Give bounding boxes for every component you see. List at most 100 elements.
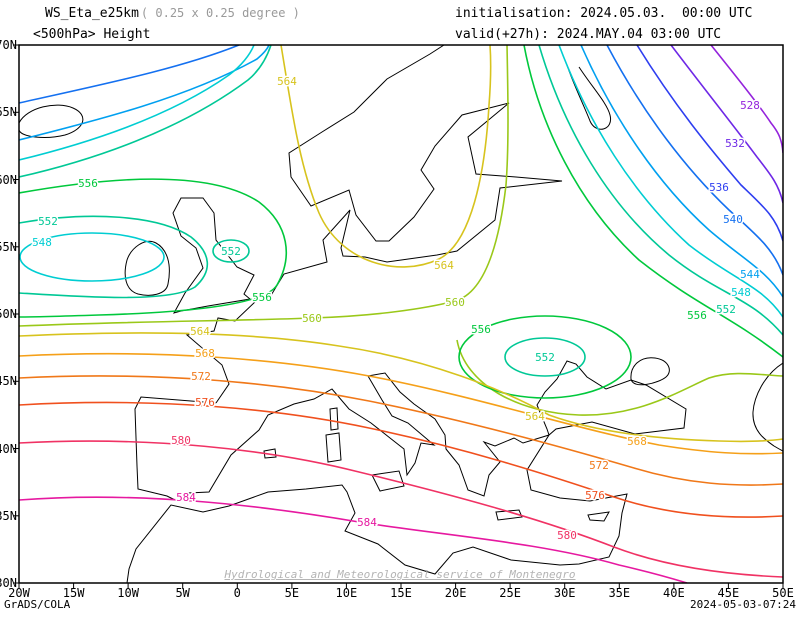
contour-556-atlantic [19, 178, 288, 318]
contour-label: 568 [627, 435, 647, 448]
coastline-ireland [124, 240, 170, 296]
x-tick-label: 35E [608, 586, 631, 600]
contour-548-atlantic-low [19, 232, 165, 282]
contour-label: 564 [190, 325, 210, 338]
contour-label: 564 [525, 410, 545, 423]
x-tick-label: 50E [772, 586, 794, 600]
x-tick-label: 45E [717, 586, 740, 600]
contour-540-east [606, 45, 783, 276]
contour-label: 580 [171, 434, 191, 447]
x-tick-label: 15E [390, 586, 412, 600]
y-tick-label: 55N [0, 239, 17, 254]
contour-label: 584 [176, 491, 196, 504]
contour-528-east [710, 45, 783, 154]
contour-580 [19, 440, 783, 578]
y-tick-label: 50N [0, 307, 17, 321]
y-axis-ticks [13, 44, 19, 584]
contour-label: 552 [38, 215, 58, 228]
contour-532-east [670, 45, 783, 204]
y-tick-label: 60N [0, 172, 17, 187]
contour-label: 564 [434, 259, 454, 272]
contour-label: 548 [32, 236, 52, 249]
contour-label: 572 [191, 370, 211, 383]
contour-556-blacksea [458, 315, 632, 399]
contour-label: 536 [709, 181, 729, 194]
contour-label: 556 [687, 309, 707, 322]
x-tick-label: 40E [663, 586, 685, 600]
init-time-label: initialisation: 2024.05.03. 00:00 UTC [455, 6, 753, 21]
coastline-britain [172, 197, 255, 314]
x-tick-label: 10E [335, 586, 358, 600]
x-tick-label: 0 [233, 586, 241, 600]
contour-labels: 528 532 536 540 544 548 548 552 552 552 … [31, 74, 762, 544]
contour-label: 552 [221, 245, 241, 258]
watermark: Hydrological and Meteorological service … [224, 568, 576, 581]
contour-564-ridge [280, 45, 492, 268]
contour-552-nw [19, 45, 272, 178]
contour-556-east [523, 45, 783, 358]
contour-label: 532 [725, 137, 745, 150]
coastline-islands [263, 407, 610, 522]
contour-548-east [558, 45, 783, 318]
x-tick-label: 20E [444, 586, 467, 600]
contour-576 [19, 401, 783, 518]
contour-label: 528 [740, 99, 760, 112]
resolution-label: ( 0.25 x 0.25 degree ) [140, 6, 300, 20]
contour-572 [19, 375, 783, 486]
coastline-caspian [752, 362, 783, 452]
header-model-line: WS_Eta_e25km( 0.25 x 0.25 degree ) [45, 6, 300, 21]
contour-label: 568 [195, 347, 215, 360]
contour-label: 556 [252, 291, 272, 304]
x-axis-ticks [18, 583, 784, 589]
x-tick-label: 20W [8, 586, 30, 600]
contour-568 [19, 352, 783, 455]
contour-560-main [19, 45, 509, 327]
footer-grads-credit: GrADS/COLA [4, 598, 71, 611]
contour-544-east [580, 45, 783, 298]
x-tick-label: 5W [175, 586, 190, 600]
field-label: <500hPa> Height [33, 27, 151, 42]
contour-label: 548 [731, 286, 751, 299]
contour-552-atlantic [19, 215, 209, 299]
contour-540-nw [19, 45, 240, 104]
coastline-mediterranean [126, 360, 687, 583]
contour-label: 560 [302, 312, 322, 325]
y-tick-label: 45N [0, 374, 17, 389]
contour-label: 576 [195, 396, 215, 409]
contour-544-nw [19, 45, 270, 141]
contour-label: 552 [535, 351, 555, 364]
contour-label: 584 [357, 516, 377, 529]
x-tick-label: 30E [553, 586, 576, 600]
y-tick-label: 40N [0, 441, 17, 456]
contour-552-blacksea-low [504, 337, 586, 377]
valid-time-label: valid(+27h): 2024.MAY.04 03:00 UTC [455, 27, 722, 42]
footer-timestamp: 2024-05-03-07:24 [690, 598, 796, 611]
contour-label: 552 [716, 303, 736, 316]
contour-label: 560 [445, 296, 465, 309]
contour-label: 572 [589, 459, 609, 472]
contour-548-nw [19, 45, 255, 161]
x-tick-label: 10W [117, 586, 139, 600]
contour-label: 580 [557, 529, 577, 542]
x-tick-label: 15W [62, 586, 85, 600]
contour-552-brittany-low [212, 239, 250, 263]
model-name: WS_Eta_e25km [45, 6, 139, 21]
y-tick-label: 70N [0, 38, 17, 52]
y-tick-label: 30N [0, 576, 17, 590]
contour-552-east [538, 45, 783, 336]
contour-label: 576 [585, 489, 605, 502]
y-tick-label: 65N [0, 105, 17, 120]
contour-584 [19, 496, 688, 583]
x-tick-label: 25E [499, 586, 521, 600]
coastline-azov-sea [630, 357, 670, 386]
x-tick-label: 5E [284, 586, 300, 600]
contour-lines [19, 45, 783, 583]
coastline-northern-europe [185, 45, 563, 404]
contour-label: 564 [277, 75, 297, 88]
contour-label: 540 [723, 213, 743, 226]
contour-label: 556 [471, 323, 491, 336]
contour-label: 556 [78, 177, 98, 190]
contour-536-east [636, 45, 783, 242]
